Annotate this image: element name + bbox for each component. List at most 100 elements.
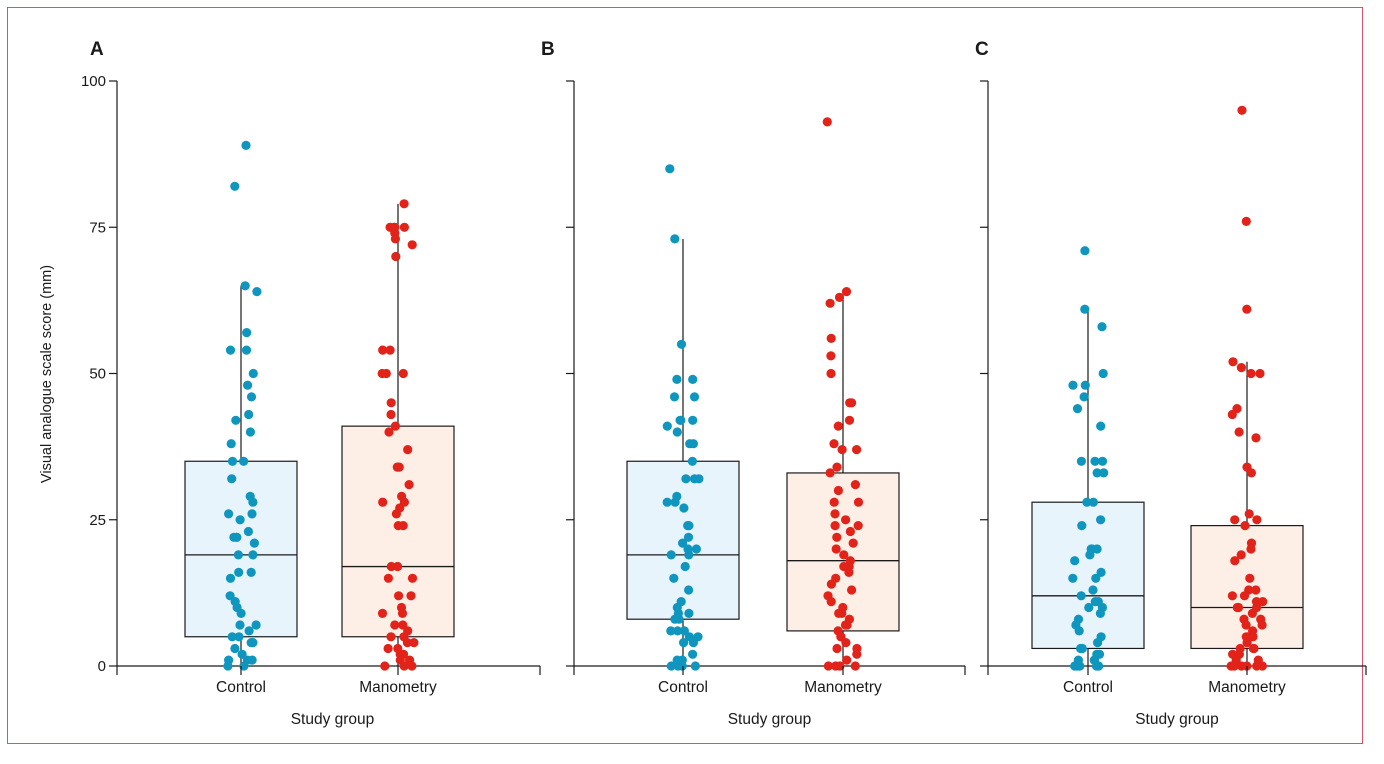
panel-letter: C (975, 39, 989, 60)
data-point (1247, 608, 1257, 619)
data-point (247, 509, 257, 519)
data-point (852, 649, 862, 659)
data-point (1080, 246, 1090, 256)
data-point (226, 439, 236, 449)
data-point (1075, 661, 1085, 671)
category-label: Manometry (1208, 679, 1286, 696)
data-point (662, 497, 672, 507)
data-point (1074, 626, 1084, 636)
data-point (1252, 661, 1262, 671)
data-point (1244, 509, 1254, 519)
data-point (1227, 409, 1237, 420)
data-point (689, 474, 700, 484)
data-point (377, 608, 388, 619)
data-point (684, 521, 694, 531)
data-point (1077, 643, 1087, 654)
data-point (1251, 585, 1261, 595)
data-point (407, 661, 417, 671)
data-point (832, 532, 842, 542)
data-point (666, 626, 676, 636)
data-point (853, 497, 864, 507)
data-point (227, 456, 238, 466)
data-point (406, 591, 416, 601)
data-point (669, 392, 680, 402)
data-point (823, 661, 834, 671)
x-axis-title: Study group (728, 711, 812, 728)
data-point (230, 181, 240, 191)
data-point (399, 661, 409, 671)
data-point (826, 333, 836, 343)
data-point (1245, 573, 1255, 583)
data-point (1236, 363, 1246, 373)
data-point (1241, 620, 1251, 630)
data-point (673, 661, 683, 671)
data-point (1239, 591, 1250, 601)
data-point (1232, 602, 1242, 613)
data-point (1097, 456, 1108, 466)
data-point (842, 655, 852, 665)
data-point (829, 497, 839, 507)
data-point (687, 456, 698, 466)
data-point (847, 585, 857, 595)
data-point (1237, 105, 1247, 115)
data-point (834, 292, 845, 302)
data-point (397, 608, 408, 619)
data-point (1093, 638, 1103, 648)
data-point (844, 415, 855, 425)
data-point (236, 608, 246, 619)
data-point (1070, 556, 1080, 566)
data-point (665, 164, 675, 174)
data-point (231, 415, 241, 425)
data-point (227, 632, 237, 642)
data-point (1091, 573, 1101, 583)
data-point (1088, 497, 1098, 507)
data-point (246, 392, 257, 402)
data-point (834, 608, 844, 619)
data-point (386, 398, 396, 408)
data-point (240, 281, 250, 291)
data-point (249, 538, 259, 548)
data-point (248, 368, 258, 379)
data-point (244, 409, 254, 420)
data-point (251, 620, 261, 630)
data-point (672, 427, 682, 437)
data-point (402, 638, 412, 648)
data-point (688, 638, 699, 648)
data-point (1084, 602, 1094, 613)
data-point (1096, 515, 1106, 525)
data-point (679, 503, 689, 513)
data-point (1068, 380, 1078, 390)
data-point (832, 462, 842, 472)
data-point (666, 550, 676, 560)
data-point (1229, 661, 1239, 671)
data-point (684, 585, 694, 595)
data-point (1241, 216, 1251, 226)
data-point (676, 339, 687, 349)
category-label: Control (1063, 679, 1113, 696)
data-point (826, 597, 836, 607)
data-point (688, 439, 699, 449)
data-point (1082, 497, 1092, 507)
data-point (831, 544, 841, 554)
data-point (672, 374, 682, 384)
data-point (393, 561, 403, 572)
data-point (1230, 515, 1240, 525)
data-point (1242, 304, 1252, 314)
data-point (223, 661, 233, 671)
data-point (684, 550, 694, 560)
category-label: Manometry (359, 679, 437, 696)
data-point (830, 509, 840, 519)
data-point (841, 287, 852, 297)
data-point (390, 234, 400, 244)
data-point (399, 199, 409, 209)
y-axis-title: Visual analogue scale score (mm) (39, 265, 55, 483)
data-point (1242, 638, 1252, 648)
data-point (1072, 404, 1083, 414)
data-point (678, 538, 688, 548)
data-point (837, 445, 847, 455)
data-point (377, 368, 387, 379)
data-point (680, 561, 690, 572)
data-point (224, 509, 234, 519)
data-point (670, 614, 680, 624)
